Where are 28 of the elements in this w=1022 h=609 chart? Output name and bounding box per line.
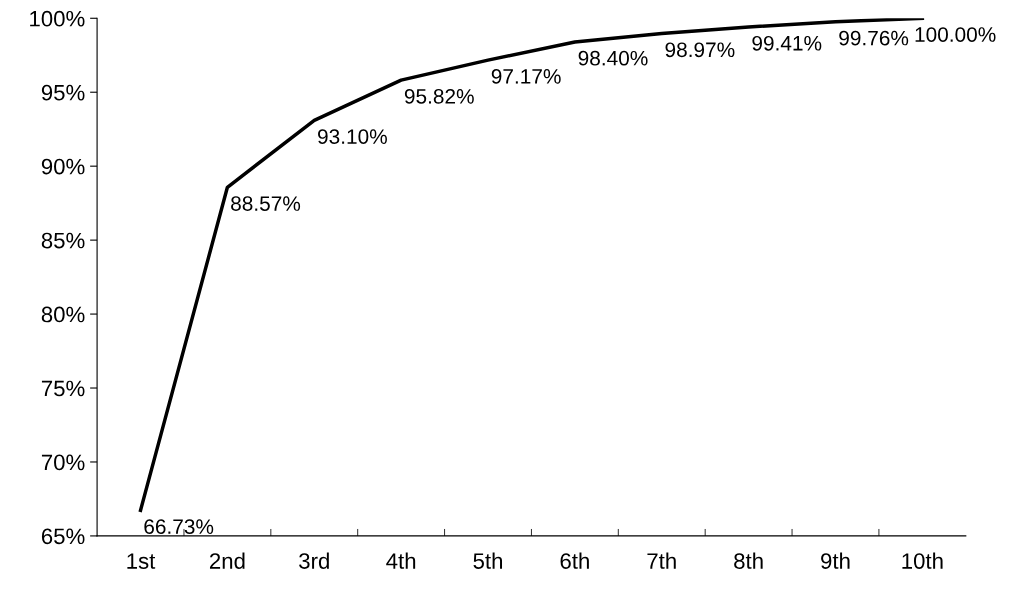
data-label: 98.40%: [578, 50, 648, 66]
data-label: 95.82%: [404, 88, 474, 104]
y-tick-label: 80%: [41, 306, 85, 323]
x-tick-label: 6th: [560, 552, 589, 569]
y-tick-label: 95%: [41, 84, 85, 101]
data-label: 98.97%: [665, 42, 735, 58]
x-tick-label: 5th: [473, 552, 503, 569]
data-label: 97.17%: [491, 69, 561, 84]
y-tick-label: 65%: [41, 528, 85, 545]
data-label: 66.73%: [144, 519, 214, 534]
data-label: 100.00%: [915, 27, 996, 42]
data-label: 93.10%: [318, 129, 387, 144]
x-tick-label: 4th: [386, 552, 416, 569]
x-tick-label: 7th: [647, 552, 676, 569]
data-label: 99.76%: [839, 30, 909, 46]
x-tick-label: 3rd: [299, 552, 329, 569]
y-tick-label: 90%: [41, 158, 85, 175]
y-tick-label: 70%: [41, 454, 85, 471]
x-tick-label: 2nd: [209, 552, 245, 569]
x-tick-label: 1st: [127, 553, 156, 569]
x-tick-label: 8th: [734, 552, 763, 569]
x-tick-label: 10th: [902, 552, 943, 569]
y-tick-label: 85%: [41, 232, 85, 249]
data-label: 88.57%: [231, 196, 301, 211]
y-tick-label: 100%: [30, 10, 85, 27]
x-tick-label: 9th: [821, 552, 850, 569]
y-tick-label: 75%: [41, 380, 85, 397]
data-label: 99.41%: [752, 35, 822, 51]
